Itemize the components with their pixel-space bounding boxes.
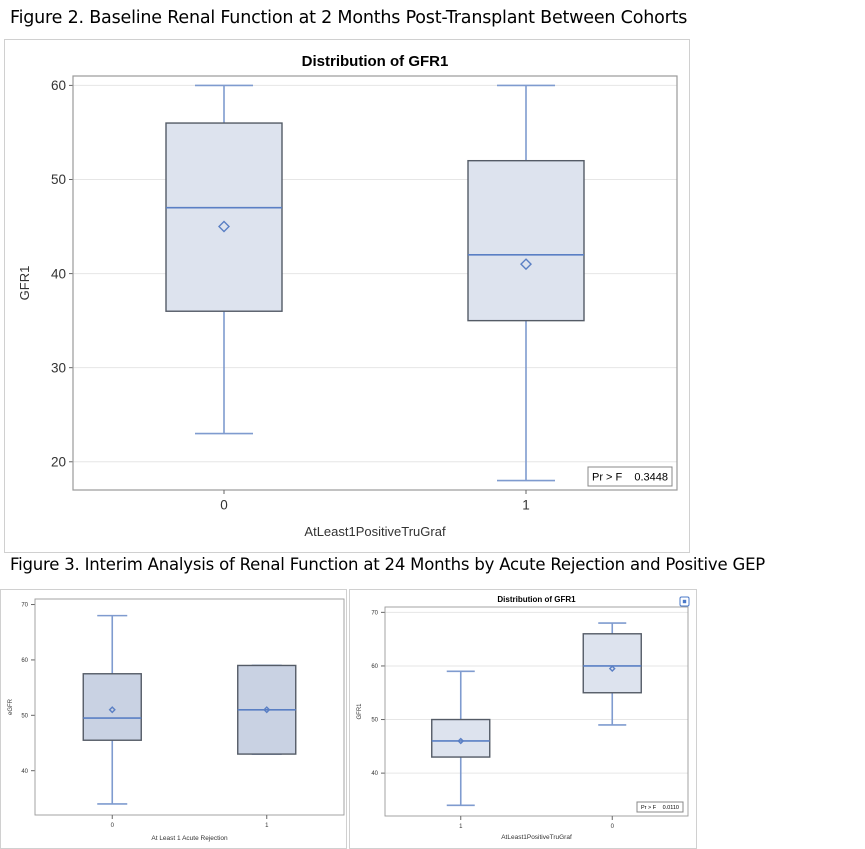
stat-annotation-value: 0.3448 — [634, 472, 668, 484]
x-axis-label: AtLeast1PositiveTruGraf — [501, 834, 572, 841]
y-tick-label: 60 — [21, 658, 28, 664]
box-iqr — [467, 159, 585, 322]
figure-2-caption: Figure 2. Baseline Renal Function at 2 M… — [10, 8, 688, 28]
expand-icon-frame — [679, 596, 690, 607]
gfr1-boxplot-baseline: Distribution of GFR1 20 30 40 50 60 0 1 AtLeast1… — [17, 53, 678, 539]
x-tick-label: 1 — [459, 824, 463, 830]
x-tick-label: 0 — [220, 498, 228, 513]
y-tick-label: 60 — [371, 664, 378, 670]
stat-annotation-value: 0.0110 — [663, 805, 679, 811]
y-tick-label: 40 — [371, 771, 378, 777]
stat-annotation-label: Pr > F — [592, 472, 623, 484]
figure-3-caption: Figure 3. Interim Analysis of Renal Func… — [10, 555, 766, 574]
plot-frame — [384, 606, 689, 817]
y-tick-label: 50 — [21, 713, 28, 719]
x-tick-label: 0 — [611, 824, 615, 830]
x-tick-label: 0 — [111, 823, 115, 829]
stat-annotation-label: Pr > F — [641, 805, 657, 811]
expand-icon-center — [682, 599, 687, 604]
chart-title: Distribution of GFR1 — [497, 595, 576, 604]
stat-annotation-box — [587, 466, 673, 487]
x-axis-label: AtLeast1PositiveTruGraf — [304, 524, 446, 539]
figure-3-acute-rejection-panel: 40 50 60 70 0 1 At Least 1 Acute Rejection eGFR — [0, 589, 347, 849]
stat-annotation-box — [636, 801, 684, 813]
mean-marker — [263, 706, 271, 714]
y-axis-label: GFR1 — [357, 703, 363, 720]
plot-frame — [72, 75, 678, 491]
figure-3-truegraf-panel: Distribution of GFR1 40 50 60 70 1 0 AtLeast1Po… — [349, 589, 697, 849]
box-iqr — [582, 633, 642, 694]
x-tick-label: 1 — [265, 823, 269, 829]
y-tick-label: 20 — [51, 454, 66, 469]
mean-marker — [457, 737, 465, 745]
y-tick-label: 30 — [51, 360, 66, 375]
gfr1-boxplot-24-months: Distribution of GFR1 40 50 60 70 1 0 AtLeast1Po… — [357, 595, 690, 841]
y-tick-label: 50 — [371, 718, 378, 724]
y-tick-label: 70 — [21, 603, 28, 609]
y-tick-label: 70 — [371, 610, 378, 616]
plot-frame — [34, 598, 345, 816]
expand-icon — [679, 596, 690, 607]
egfr-boxplot-acute-rejection: 40 50 60 70 0 1 At Least 1 Acute Rejection eGFR — [8, 598, 345, 842]
mean-marker — [108, 706, 116, 714]
y-tick-label: 40 — [21, 769, 28, 775]
chart-title: Distribution of GFR1 — [302, 53, 449, 70]
x-tick-label: 1 — [522, 498, 530, 513]
y-tick-label: 40 — [51, 266, 66, 281]
y-tick-label: 60 — [51, 78, 66, 93]
mean-marker — [520, 258, 532, 271]
y-axis-label: eGFR — [8, 698, 14, 715]
box-iqr — [165, 122, 283, 312]
mean-marker — [608, 665, 616, 673]
y-axis-label: GFR1 — [17, 266, 32, 301]
figure-2-chart-panel: Distribution of GFR1 20 30 40 50 60 0 1 AtLeast1… — [4, 39, 690, 553]
mean-marker — [218, 220, 230, 233]
y-tick-label: 50 — [51, 172, 66, 187]
x-axis-label: At Least 1 Acute Rejection — [151, 835, 228, 842]
